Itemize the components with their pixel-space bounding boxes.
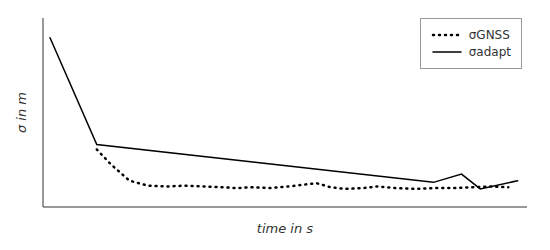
svg-text:time in s: time in s [257,221,313,236]
html-text:σadapt: σadapt [468,45,511,59]
svg-text:σ in m: σ in m [14,92,29,133]
html-text:σGNSS: σGNSS [468,28,510,42]
